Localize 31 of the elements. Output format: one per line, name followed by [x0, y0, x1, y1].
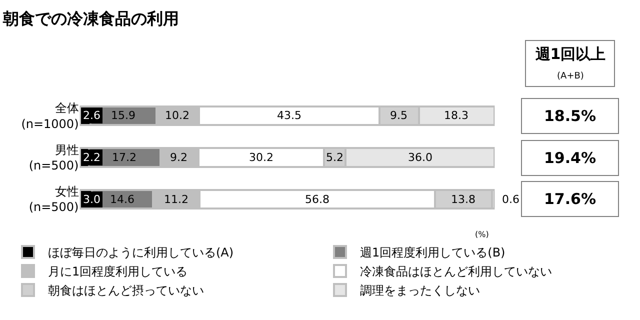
legend-label: 月に1回程度利用している [48, 264, 188, 279]
y-tick-label: 男性 (n=500) [28, 142, 79, 172]
data-label: 17.2 [112, 151, 136, 164]
legend-label: 朝食はほとんど摂っていない [48, 284, 204, 298]
legend-label: 冷凍食品はほとんど利用していない [360, 264, 552, 279]
y-tick-label: 全体 (n=1000) [21, 101, 79, 131]
text: 週1回以上 [534, 45, 606, 63]
data-label: 18.3 [444, 109, 468, 122]
data-label: 43.5 [277, 109, 302, 122]
legend-label: 調理をまったくしない [360, 284, 480, 298]
text: (%) [475, 230, 489, 239]
text: 18.5% [544, 107, 596, 125]
data-label: 15.9 [111, 109, 136, 122]
text: 17.6% [544, 190, 596, 208]
data-label: 5.2 [326, 151, 344, 164]
data-label: 9.2 [170, 151, 188, 164]
data-label: 11.2 [164, 193, 188, 206]
text: 19.4% [544, 149, 596, 167]
legend-label: ほぼ毎日のように利用している(A) [48, 246, 234, 260]
text: (A+B) [557, 72, 584, 82]
y-tick-label: 女性 (n=500) [28, 184, 79, 214]
data-label: 36.0 [408, 151, 432, 164]
chart-title: 朝食での冷凍食品の利用 [2, 9, 180, 28]
data-label: 30.2 [249, 151, 274, 164]
data-label: 13.8 [451, 193, 476, 206]
data-label: 0.6 [502, 193, 520, 206]
data-label: 9.5 [390, 109, 408, 122]
legend-label: 週1回程度利用している(B) [360, 246, 506, 260]
data-label: 10.2 [165, 109, 190, 122]
data-label: 56.8 [305, 193, 330, 206]
data-label: 14.6 [110, 193, 134, 206]
